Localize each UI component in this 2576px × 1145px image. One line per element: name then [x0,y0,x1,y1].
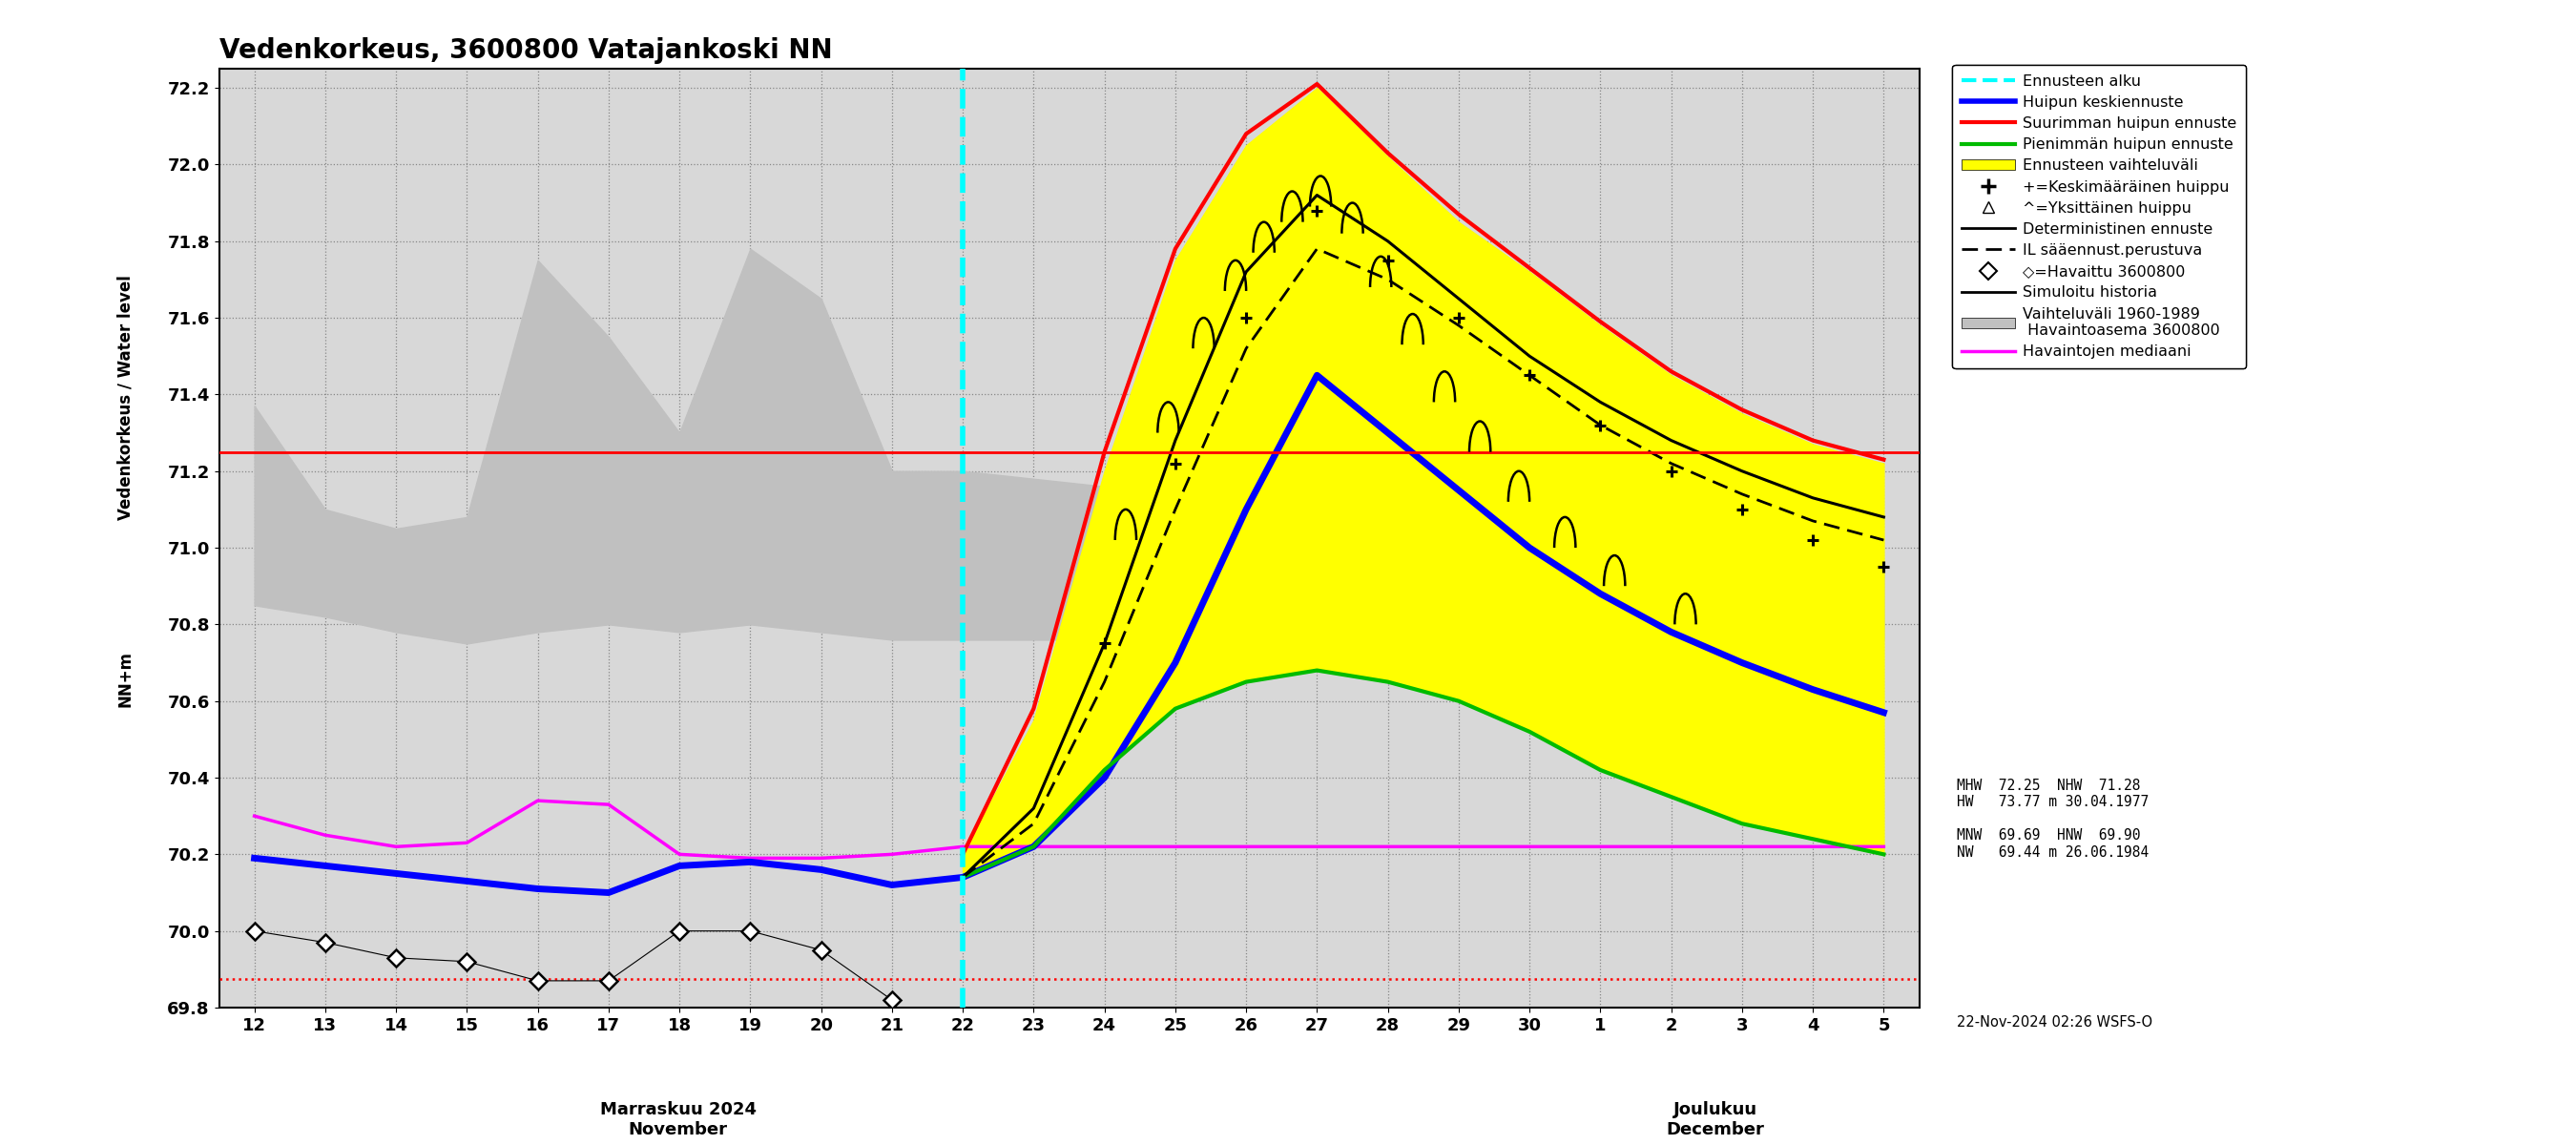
Text: NN+m: NN+m [116,650,134,708]
Text: Vedenkorkeus / Water level: Vedenkorkeus / Water level [116,275,134,520]
Text: MHW  72.25  NHW  71.28
HW   73.77 m 30.04.1977

MNW  69.69  HNW  69.90
NW   69.4: MHW 72.25 NHW 71.28 HW 73.77 m 30.04.197… [1958,779,2148,859]
Text: Joulukuu
December: Joulukuu December [1667,1101,1765,1138]
Text: 22-Nov-2024 02:26 WSFS-O: 22-Nov-2024 02:26 WSFS-O [1958,1016,2154,1030]
Text: Marraskuu 2024
November: Marraskuu 2024 November [600,1101,757,1138]
Legend: Ennusteen alku, Huipun keskiennuste, Suurimman huipun ennuste, Pienimmän huipun : Ennusteen alku, Huipun keskiennuste, Suu… [1953,65,2246,369]
Text: Vedenkorkeus, 3600800 Vatajankoski NN: Vedenkorkeus, 3600800 Vatajankoski NN [219,37,832,64]
